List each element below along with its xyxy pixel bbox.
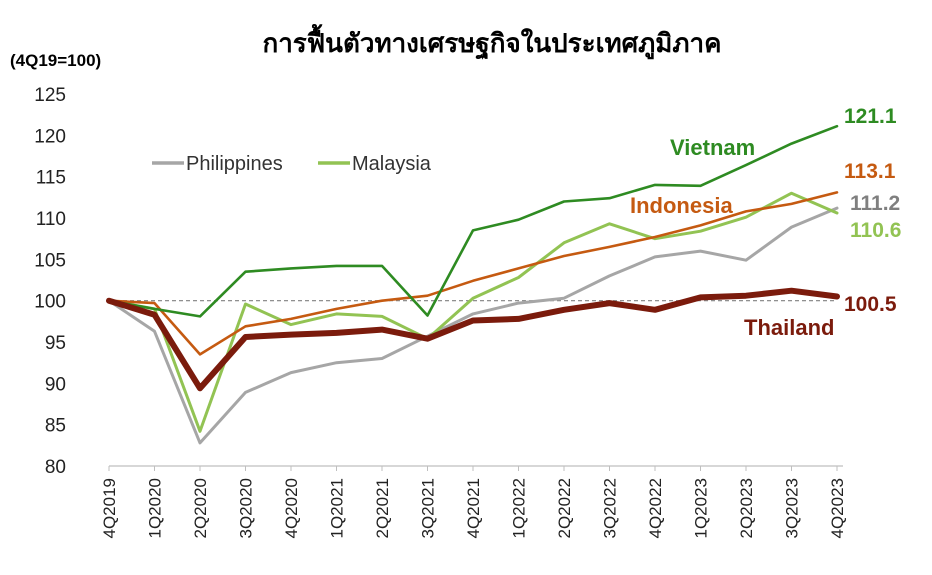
x-axis: 4Q2019 1Q2020 2Q2020 3Q2020 4Q2020 1Q2021 2Q20… [100, 465, 847, 539]
legend-entry-malaysia: Malaysia [352, 153, 432, 175]
x-tick-label-1q2020: 1Q2020 [146, 478, 165, 539]
x-tick-label-3q2020: 3Q2020 [237, 478, 256, 539]
y-axis-unit-label: (4Q19=100) [10, 51, 101, 70]
x-tick-label-4q2021: 4Q2021 [464, 478, 483, 539]
y-tick-label-90: 90 [45, 374, 66, 395]
x-tick-label-1q2023: 1Q2023 [692, 478, 711, 539]
series-line-philippines [107, 206, 839, 445]
end-value-label-philippines: 111.2 [850, 192, 900, 215]
x-tick-label-3q2022: 3Q2022 [601, 478, 620, 539]
x-tick-label-3q2021: 3Q2021 [419, 478, 438, 539]
y-tick-label-85: 85 [45, 416, 66, 437]
legend-entry-philippines: Philippines [186, 153, 283, 175]
x-tick-label-1q2021: 1Q2021 [328, 478, 347, 539]
x-tick-label-3q2023: 3Q2023 [783, 478, 802, 539]
series-line-indonesia [107, 191, 839, 356]
series-label-vietnam: Vietnam [670, 135, 755, 160]
x-tick-label-4q2020: 4Q2020 [282, 478, 301, 539]
y-tick-label-120: 120 [34, 126, 66, 147]
end-value-label-indonesia: 113.1 [844, 160, 896, 183]
x-tick-label-4q2022: 4Q2022 [646, 478, 665, 539]
series-label-indonesia: Indonesia [630, 193, 733, 218]
x-tick-label-2q2020: 2Q2020 [191, 478, 210, 539]
end-value-label-thailand: 100.5 [844, 293, 897, 316]
y-axis-ticks: 80 85 90 95 100 105 110 115 120 125 [34, 85, 66, 478]
end-value-label-malaysia: 110.6 [850, 219, 901, 242]
legend: Philippines Malaysia [152, 153, 432, 175]
y-tick-label-95: 95 [45, 333, 66, 354]
x-tick-label-2q2022: 2Q2022 [555, 478, 574, 539]
series-line-thailand [106, 287, 840, 392]
x-tick-label-4q2019: 4Q2019 [100, 478, 119, 539]
y-tick-label-110: 110 [36, 209, 66, 230]
series-label-thailand: Thailand [744, 315, 834, 340]
y-tick-label-105: 105 [34, 250, 66, 271]
x-tick-label-1q2022: 1Q2022 [510, 478, 529, 539]
chart-title: การฟื้นตัวทางเศรษฐกิจในประเทศภูมิภาค [262, 23, 721, 61]
end-value-label-vietnam: 121.1 [844, 105, 897, 128]
series-lines [106, 124, 840, 445]
y-tick-label-115: 115 [36, 168, 66, 189]
series-line-vietnam [107, 124, 839, 318]
series-labels: 111.2 110.6 Indonesia 113.1 Vietnam 121.1 Thai… [630, 105, 901, 340]
y-tick-label-100: 100 [34, 292, 66, 313]
x-tick-label-2q2023: 2Q2023 [737, 478, 756, 539]
x-tick-label-4q2023: 4Q2023 [828, 478, 847, 539]
y-tick-label-125: 125 [34, 85, 66, 106]
x-tick-label-2q2021: 2Q2021 [373, 478, 392, 539]
series-line-malaysia [107, 191, 839, 433]
y-tick-label-80: 80 [45, 457, 66, 478]
